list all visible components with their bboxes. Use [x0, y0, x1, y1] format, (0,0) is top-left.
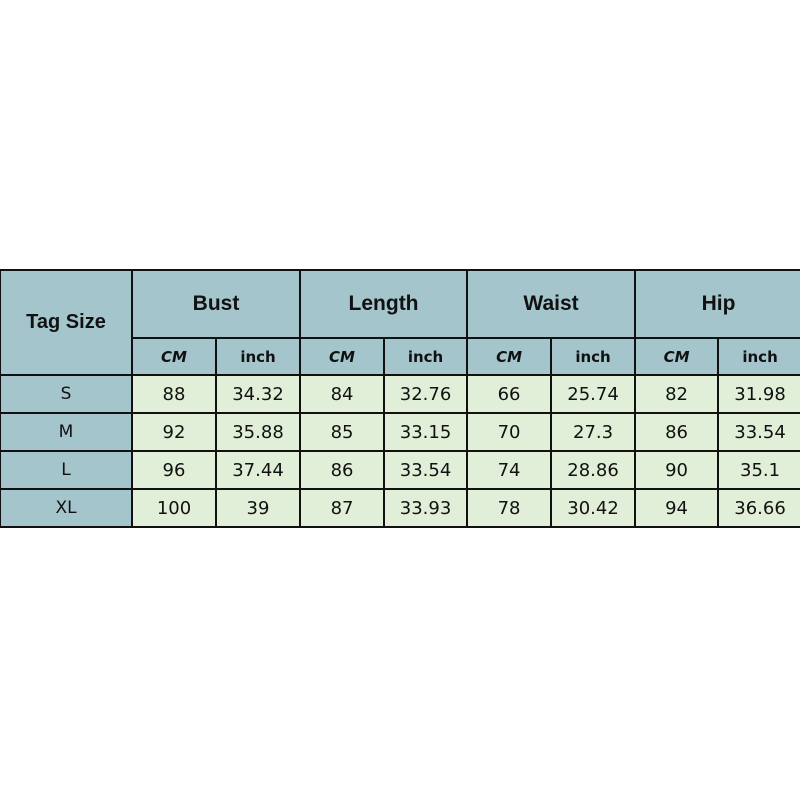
value-cell: 100 — [131, 488, 217, 528]
value-cell: 28.86 — [550, 450, 637, 490]
value-cell: 84 — [299, 374, 386, 414]
inch-unit-header: inch — [214, 337, 302, 376]
length-header: Length — [299, 269, 469, 339]
table-row: L 96 37.44 86 33.54 74 28.86 90 35.1 — [0, 450, 800, 490]
unit-row: CM inch CM inch CM inch CM inch — [0, 337, 800, 376]
value-cell: 88 — [131, 374, 217, 414]
table-body: S 88 34.32 84 32.76 66 25.74 82 31.98 M 92 35.88 85 3… — [0, 374, 800, 528]
value-cell: 35.1 — [717, 450, 800, 490]
size-cell: M — [0, 412, 133, 452]
value-cell: 85 — [299, 412, 386, 452]
value-cell: 86 — [634, 412, 720, 452]
value-cell: 94 — [634, 488, 720, 528]
value-cell: 66 — [466, 374, 553, 414]
cm-unit-header: CM — [131, 337, 217, 376]
table-row: M 92 35.88 85 33.15 70 27.3 86 33.54 — [0, 412, 800, 452]
size-cell: S — [0, 374, 133, 414]
table-row: S 88 34.32 84 32.76 66 25.74 82 31.98 — [0, 374, 800, 414]
value-cell: 33.54 — [383, 450, 469, 490]
value-cell: 96 — [131, 450, 217, 490]
value-cell: 34.32 — [214, 374, 302, 414]
cm-unit-header: CM — [299, 337, 386, 376]
value-cell: 82 — [634, 374, 720, 414]
size-chart-table: Tag Size Bust Length Waist Hip CM inch CM i… — [0, 269, 800, 528]
hip-header: Hip — [634, 269, 800, 339]
value-cell: 33.54 — [717, 412, 800, 452]
table-row: XL 100 39 87 33.93 78 30.42 94 36.66 — [0, 488, 800, 528]
value-cell: 92 — [131, 412, 217, 452]
tag-size-header: Tag Size — [0, 269, 133, 376]
value-cell: 78 — [466, 488, 553, 528]
value-cell: 86 — [299, 450, 386, 490]
inch-unit-header: inch — [550, 337, 637, 376]
value-cell: 33.15 — [383, 412, 469, 452]
size-cell: L — [0, 450, 133, 490]
value-cell: 31.98 — [717, 374, 800, 414]
value-cell: 37.44 — [214, 450, 302, 490]
value-cell: 90 — [634, 450, 720, 490]
inch-unit-header: inch — [383, 337, 469, 376]
inch-unit-header: inch — [717, 337, 800, 376]
value-cell: 39 — [214, 488, 302, 528]
value-cell: 36.66 — [717, 488, 800, 528]
value-cell: 70 — [466, 412, 553, 452]
value-cell: 27.3 — [550, 412, 637, 452]
value-cell: 33.93 — [383, 488, 469, 528]
size-cell: XL — [0, 488, 133, 528]
value-cell: 25.74 — [550, 374, 637, 414]
value-cell: 35.88 — [214, 412, 302, 452]
bust-header: Bust — [130, 269, 302, 339]
value-cell: 74 — [466, 450, 553, 490]
value-cell: 32.76 — [383, 374, 469, 414]
waist-header: Waist — [466, 269, 637, 339]
cm-unit-header: CM — [466, 337, 553, 376]
value-cell: 30.42 — [550, 488, 637, 528]
value-cell: 87 — [299, 488, 386, 528]
cm-unit-header: CM — [634, 337, 720, 376]
